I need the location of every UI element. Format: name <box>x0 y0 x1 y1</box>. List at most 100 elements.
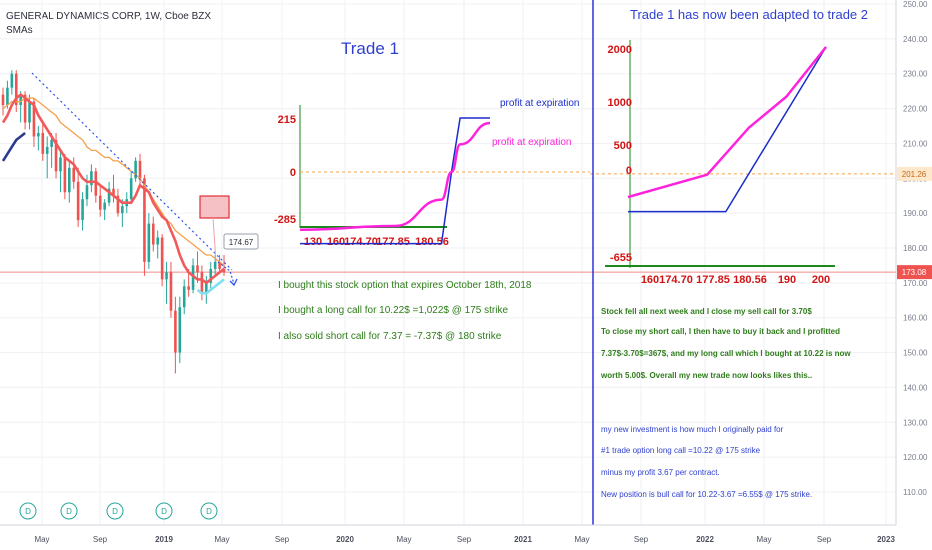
candle-body <box>107 188 111 203</box>
sma-line <box>196 278 225 295</box>
candle-body <box>90 171 93 186</box>
chart-grid <box>0 0 896 525</box>
time-tick-label: Sep <box>457 535 472 544</box>
candle-body <box>28 101 31 123</box>
candle-body <box>76 181 80 221</box>
price-tick-label: 250.00 <box>903 0 928 9</box>
candle-body <box>85 185 89 200</box>
candle-body <box>63 157 67 193</box>
trade2-labels: 2000 1000 500 0 -655 160 174.70 177.85 180.56 190… <box>608 44 831 286</box>
trade1-x-label: 174.70 <box>344 236 378 248</box>
trade1-title: Trade 1 <box>341 39 399 58</box>
trade1-axes <box>299 105 590 228</box>
trade1-blue-label: profit at expiration <box>500 98 580 109</box>
dividend-event-marker <box>19 502 37 520</box>
candle-body <box>147 223 151 262</box>
candle-body <box>205 282 208 294</box>
candle-body <box>1 94 5 106</box>
dividend-event-label: D <box>112 507 118 516</box>
price-tick-label: 190.00 <box>903 209 928 218</box>
marker-price-badge <box>897 166 932 181</box>
target-zone-box <box>199 195 230 219</box>
price-tick-label: 120.00 <box>903 453 928 462</box>
trade2-y-label: 0 <box>626 165 632 177</box>
candle-body <box>59 157 62 172</box>
notes-right-green: Stock fell all next week and I close my … <box>600 307 851 380</box>
candle-body <box>81 199 84 221</box>
note-right-green-line: To close my short call, I then have to b… <box>601 327 840 336</box>
trade1-y-label: 0 <box>290 167 296 179</box>
price-callout-label: 174.67 <box>229 238 254 247</box>
candle-body <box>218 261 221 269</box>
candle-body <box>200 272 204 294</box>
time-tick-label: May <box>214 535 229 544</box>
trade1-y-label: -285 <box>274 214 296 226</box>
trade2-x-label: 177.85 <box>696 274 730 286</box>
dividend-event-label: D <box>161 507 167 516</box>
candle-body <box>94 171 98 196</box>
candle-body <box>37 132 40 137</box>
sma-line <box>1 92 225 285</box>
trade2-y-label: 1000 <box>608 97 632 109</box>
price-tick-label: 130.00 <box>903 418 928 427</box>
candle-body <box>68 167 71 193</box>
candle-body <box>10 73 14 88</box>
dividend-event-marker <box>155 502 173 520</box>
trade1-x-label: 180.56 <box>415 236 449 248</box>
sma-series <box>1 92 225 295</box>
candle-body <box>178 307 182 353</box>
price-axis-bg <box>896 0 932 525</box>
projection-arrowhead <box>229 278 238 287</box>
candle-body <box>45 146 49 154</box>
candle-body <box>134 160 137 179</box>
indicator-legend-smas[interactable]: SMAs <box>6 25 33 36</box>
time-tick-label: Sep <box>275 535 290 544</box>
candle-body <box>174 310 177 353</box>
trade1-profit-curve-magenta <box>299 121 491 232</box>
candlestick-series <box>1 70 226 374</box>
trade2-x-label: 200 <box>812 274 830 286</box>
note-right-blue-line: New position is bull call for 10.22-3.67… <box>601 490 812 499</box>
candle-body <box>143 178 146 262</box>
candle-body <box>14 73 18 106</box>
price-tick-label: 180.00 <box>903 244 928 253</box>
time-tick-label: Sep <box>93 535 108 544</box>
trendline-down <box>31 72 233 271</box>
time-tick-label: 2021 <box>514 535 532 544</box>
time-tick-label: May <box>396 535 411 544</box>
sma-line <box>1 131 26 162</box>
notes-left: I bought this stock option that expires … <box>278 280 532 342</box>
time-tick-label: May <box>756 535 771 544</box>
candle-body <box>138 160 142 179</box>
note-left-line: I bought a long call for 10.22$ =1,022$ … <box>278 305 508 316</box>
price-tick-label: 160.00 <box>903 314 928 323</box>
note-right-blue-line: my new investment is how much I original… <box>601 425 784 434</box>
trade2-profit-line-blue <box>628 46 827 213</box>
last-price-badge <box>897 265 932 280</box>
candle-body <box>116 195 120 214</box>
chart-symbol-title[interactable]: GENERAL DYNAMICS CORP, 1W, Cboe BZX <box>6 11 212 22</box>
note-right-blue-line: minus my profit 3.67 per contract. <box>601 468 720 477</box>
trade2-axes <box>605 40 835 268</box>
trade1-magenta-label: profit at expiration <box>492 137 572 148</box>
candle-body <box>98 195 102 210</box>
candle-body <box>196 265 199 273</box>
candle-body <box>213 261 217 269</box>
dividend-event-label: D <box>66 507 72 516</box>
candle-body <box>6 87 9 106</box>
price-tick-label: 230.00 <box>903 70 928 79</box>
trade2-y-label: 500 <box>614 140 632 152</box>
trade2-x-label: 190 <box>778 274 796 286</box>
note-left-line: I also sold short call for 7.37 = -7.37$… <box>278 331 502 342</box>
candle-body <box>103 202 106 210</box>
candle-body <box>72 167 76 182</box>
candle-body <box>50 139 53 147</box>
candle-body <box>160 237 164 280</box>
candle-body <box>182 286 186 308</box>
candle-body <box>19 94 22 106</box>
dividend-event-marker <box>60 502 78 520</box>
